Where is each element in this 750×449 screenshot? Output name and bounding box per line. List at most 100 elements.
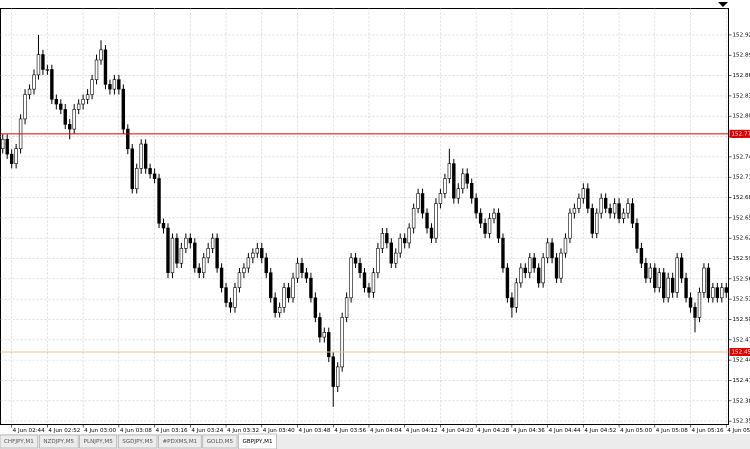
candle-body — [398, 237, 402, 254]
candle-body — [688, 297, 693, 308]
tab-background — [202, 434, 238, 449]
candle-body — [483, 222, 487, 234]
tab-background — [39, 434, 79, 449]
candle-body — [121, 88, 126, 130]
candle-body — [514, 282, 519, 308]
candle-body — [590, 208, 594, 234]
candle-body — [242, 267, 246, 274]
candle-body — [501, 237, 505, 269]
candle-body — [210, 237, 215, 249]
plot-frame — [0, 8, 729, 425]
candle-body — [559, 252, 563, 279]
candle-body — [148, 168, 152, 175]
tab-label: NZDJPY,M5 — [43, 439, 74, 445]
candle-body — [443, 178, 447, 194]
tab-label: #PDXMS,M1 — [162, 439, 197, 445]
candle-body — [550, 242, 554, 259]
y-tick-label: 152.805 — [733, 114, 750, 120]
y-tick-label: 152.655 — [733, 215, 750, 221]
candle-body — [653, 267, 657, 288]
candle-body — [336, 366, 340, 387]
tab[interactable]: PLNJPY,M5 — [79, 434, 118, 449]
tab[interactable]: GBPJPY,M1 — [238, 433, 277, 449]
candle-body — [193, 242, 197, 269]
candle-body — [45, 69, 50, 71]
candle-body — [702, 267, 706, 293]
candle-body — [108, 84, 112, 90]
candle-body — [175, 237, 179, 264]
y-tick-label: 152.865 — [733, 73, 750, 79]
candle-body — [684, 277, 688, 299]
candle-body — [237, 272, 242, 288]
candle-body — [603, 197, 608, 209]
tab-background — [158, 434, 202, 449]
tab[interactable]: NZDJPY,M5 — [39, 434, 79, 449]
candle-body — [269, 272, 273, 299]
candle-body — [157, 178, 161, 224]
x-tick-label: 4 Jun 04:12 — [406, 428, 438, 434]
candle-body — [331, 356, 335, 387]
candle-body — [36, 54, 41, 76]
candle-body — [380, 233, 385, 249]
candle-body — [465, 173, 469, 184]
tab[interactable]: #PDXMS,M1 — [158, 434, 202, 449]
candle-body — [72, 109, 76, 130]
tab[interactable]: SGDJPY,M5 — [117, 434, 158, 449]
candle-body — [662, 272, 666, 299]
candle-body — [130, 148, 134, 190]
x-tick-label: 4 Jun 05:00 — [620, 428, 652, 434]
candle-body — [697, 292, 702, 318]
candle-body — [94, 59, 99, 80]
candle-body — [371, 272, 376, 293]
candle-body — [184, 237, 188, 249]
x-tick-label: 4 Jun 03:56 — [334, 428, 366, 434]
candle-body — [639, 248, 644, 264]
x-tick-label: 4 Jun 02:44 — [13, 428, 45, 434]
x-tick-label: 4 Jun 03:08 — [120, 428, 152, 434]
tab-background — [79, 434, 118, 449]
tab-background — [117, 434, 158, 449]
candle-body — [541, 257, 545, 284]
candle-body — [358, 262, 362, 274]
candle-body — [666, 277, 670, 299]
candle-body — [528, 257, 532, 274]
candle-body — [385, 233, 389, 244]
candle-body — [32, 74, 36, 90]
y-tick-label: 152.925 — [733, 32, 750, 38]
candle-body — [523, 267, 527, 274]
y-tick-label: 152.415 — [733, 378, 750, 384]
y-tick-label: 152.475 — [733, 337, 750, 343]
candle-body — [621, 212, 626, 219]
candle-body — [510, 297, 514, 308]
x-tick-label: 4 Jun 03:32 — [227, 428, 259, 434]
candle-body — [228, 302, 233, 308]
candle-body — [402, 237, 407, 244]
tab-background — [238, 433, 277, 449]
x-tick-label: 4 Jun 03:24 — [191, 428, 223, 434]
candle-body — [251, 252, 255, 259]
candle-body — [452, 163, 456, 199]
candle-body — [233, 287, 237, 308]
price-label: 152.779 — [732, 131, 750, 137]
candle-body — [76, 103, 81, 110]
tab[interactable]: GOLD,M5 — [202, 434, 238, 449]
candle-body — [282, 287, 286, 308]
price-label-bg — [729, 348, 750, 357]
x-tick-label: 4 Jun 05:08 — [656, 428, 688, 434]
candle-body — [81, 98, 85, 105]
candle-body — [264, 257, 268, 274]
candle-body — [456, 188, 460, 199]
candle-body — [532, 257, 536, 269]
candle-body — [376, 248, 380, 274]
candle-body — [5, 138, 9, 155]
candle-body — [469, 183, 474, 199]
candle-body — [715, 287, 720, 299]
candle-body — [304, 272, 309, 279]
candle-body — [563, 237, 568, 254]
candle-body — [206, 248, 210, 259]
candle-body — [420, 193, 425, 214]
candle-body — [170, 237, 175, 274]
tab[interactable]: CHFJPY,M1 — [0, 434, 39, 449]
x-tick-label: 4 Jun 05:16 — [692, 428, 724, 434]
